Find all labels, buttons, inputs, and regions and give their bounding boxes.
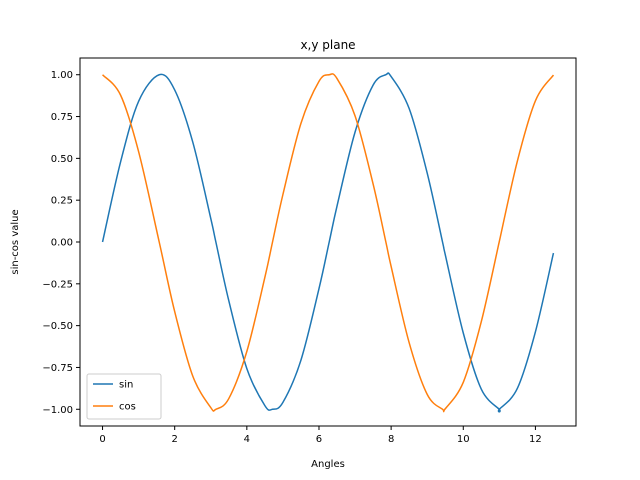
y-tick-label: −0.25 bbox=[42, 279, 73, 290]
y-axis: 1.00 0.75 0.50 0.25 0.00 −0.25 −0.50 −0.75 −1.00 bbox=[42, 70, 80, 416]
series-line-cos bbox=[101, 73, 555, 413]
x-tick-label: 2 bbox=[172, 434, 178, 445]
x-tick-label: 4 bbox=[244, 434, 250, 445]
x-tick-label: 6 bbox=[316, 434, 322, 445]
y-tick-label: 0.25 bbox=[51, 196, 73, 207]
x-tick-label: 12 bbox=[529, 434, 542, 445]
y-tick-label: 0.50 bbox=[51, 154, 73, 165]
y-tick-label: −0.50 bbox=[42, 321, 73, 332]
y-axis-label: sin-cos value bbox=[10, 209, 21, 274]
x-tick-label: 0 bbox=[99, 434, 105, 445]
chart-title: x,y plane bbox=[300, 38, 355, 52]
series-layer bbox=[101, 72, 555, 413]
series-line-sin bbox=[101, 72, 555, 413]
y-tick-label: −0.75 bbox=[42, 363, 73, 374]
x-tick-label: 8 bbox=[388, 434, 394, 445]
legend-label-cos: cos bbox=[119, 402, 136, 413]
x-axis: 0 2 4 6 8 10 12 bbox=[99, 426, 542, 445]
legend: sin cos bbox=[86, 373, 162, 420]
y-tick-label: 0.75 bbox=[51, 112, 73, 123]
legend-label-sin: sin bbox=[119, 380, 133, 391]
y-tick-label: 0.00 bbox=[51, 238, 73, 249]
y-tick-label: −1.00 bbox=[42, 405, 73, 416]
x-tick-label: 10 bbox=[457, 434, 470, 445]
legend-box bbox=[86, 373, 162, 420]
x-axis-label: Angles bbox=[311, 459, 345, 470]
axes-frame bbox=[79, 57, 577, 427]
y-tick-label: 1.00 bbox=[51, 70, 73, 81]
